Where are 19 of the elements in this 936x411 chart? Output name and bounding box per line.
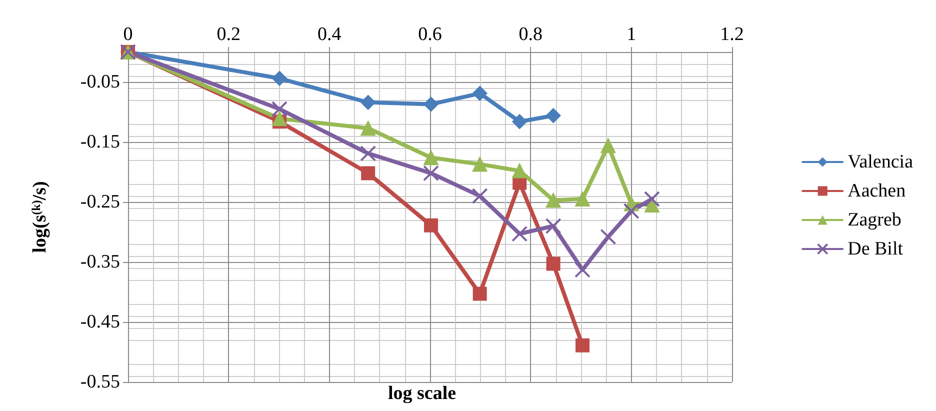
y-tick-label: -0.55 (80, 372, 120, 392)
y-tick-label: -0.15 (80, 132, 120, 152)
legend-label: Zagreb (848, 210, 902, 230)
x-tick-label: 0.8 (518, 24, 543, 45)
y-tick-label: -0.45 (80, 312, 120, 332)
y-tick-label: -0.25 (80, 192, 120, 212)
x-tick-label: 1 (626, 24, 636, 45)
x-tick-label: 0.4 (317, 24, 342, 45)
x-tick-label: 1.2 (720, 24, 744, 45)
x-axis-title: log scale (388, 383, 456, 404)
y-axis-title: log(s(k)/s) (29, 181, 50, 253)
legend-label: De Bilt (848, 238, 904, 260)
x-tick-label: 0.6 (418, 24, 442, 45)
x-tick-label: 0.2 (216, 24, 241, 45)
y-tick-label: -0.05 (80, 72, 120, 92)
y-tick-label: -0.35 (80, 252, 120, 272)
legend-label: Valencia (848, 152, 914, 172)
x-tick-label: 0 (123, 24, 133, 45)
legend-label: Aachen (848, 180, 906, 202)
